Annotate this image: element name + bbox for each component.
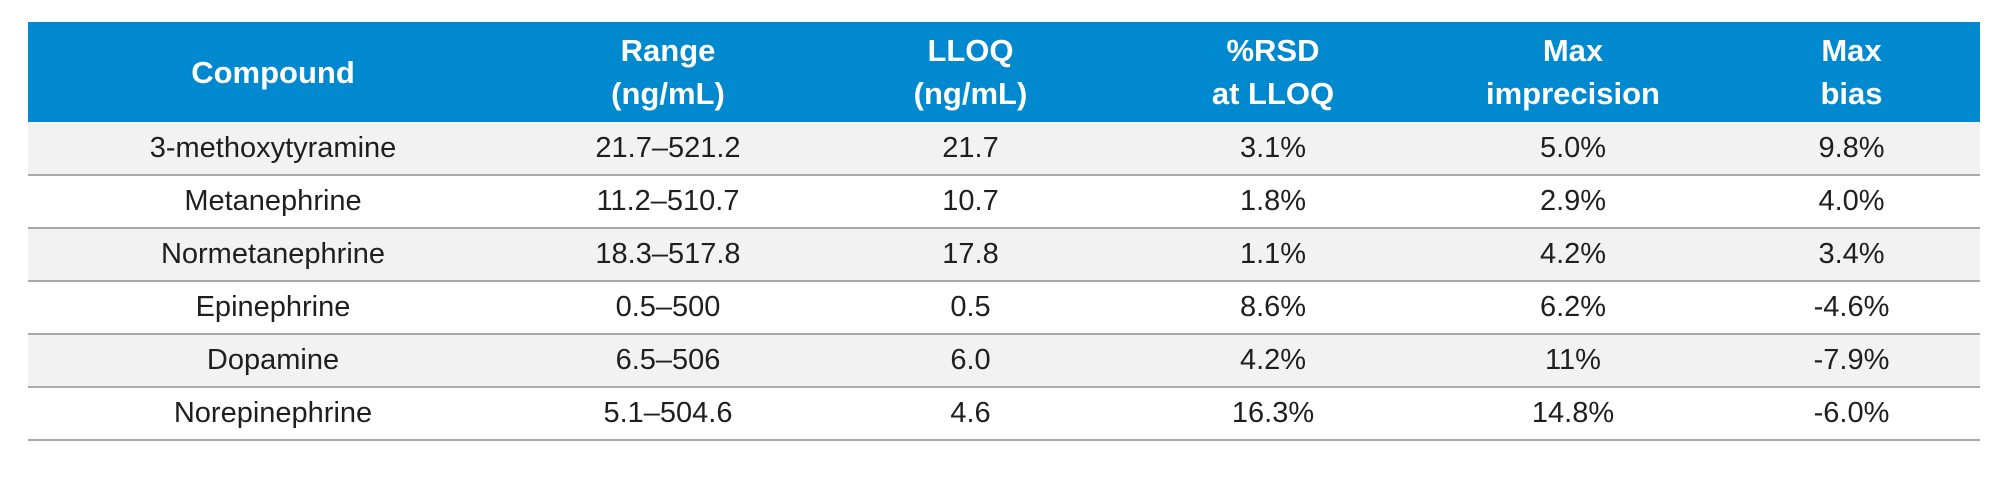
- cell-compound: Normetanephrine: [160, 238, 386, 270]
- cell-lloq: 21.7: [942, 131, 999, 164]
- header-lloq: LLOQ (ng/mL): [913, 33, 1028, 111]
- cell-rsd: 4.2%: [1239, 344, 1307, 376]
- cell-bias: -4.6%: [1813, 291, 1890, 323]
- cell-lloq: 17.8: [942, 238, 999, 270]
- cell-rsd: 3.1%: [1239, 131, 1307, 164]
- cell-range: 11.2–510.7: [596, 185, 740, 217]
- cell-imprecision: 14.8%: [1531, 397, 1615, 429]
- table-row: Epinephrine 0.5–500 0.5 8.6% 6.2% -4.6%: [28, 281, 1980, 334]
- cell-compound: Metanephrine: [184, 185, 362, 217]
- cell-compound: Dopamine: [206, 344, 340, 376]
- cell-bias: -7.9%: [1813, 344, 1890, 376]
- cell-lloq: 6.0: [950, 344, 991, 376]
- results-table: Compound Range (ng/mL) LLOQ (ng/mL) %RSD…: [28, 22, 1980, 441]
- cell-imprecision: 11%: [1545, 344, 1601, 376]
- cell-imprecision: 2.9%: [1539, 185, 1607, 217]
- cell-compound: 3-methoxytyramine: [149, 131, 397, 164]
- header-rsd-at-lloq: %RSD at LLOQ: [1211, 33, 1335, 111]
- cell-bias: 4.0%: [1818, 185, 1885, 217]
- cell-range: 5.1–504.6: [603, 397, 733, 429]
- cell-range: 6.5–506: [615, 344, 721, 376]
- table-header: Compound Range (ng/mL) LLOQ (ng/mL) %RSD…: [28, 22, 1980, 122]
- header-max-imprecision: Max imprecision: [1486, 33, 1660, 111]
- cell-compound: Norepinephrine: [173, 397, 373, 429]
- cell-bias: -6.0%: [1813, 397, 1890, 429]
- cell-compound: Epinephrine: [195, 291, 351, 323]
- cell-rsd: 16.3%: [1231, 397, 1315, 429]
- cell-lloq: 10.7: [942, 185, 999, 217]
- table-row: Normetanephrine 18.3–517.8 17.8 1.1% 4.2…: [28, 228, 1980, 281]
- table-row: 3-methoxytyramine 21.7–521.2 21.7 3.1% 5…: [28, 122, 1980, 175]
- cell-lloq: 0.5: [950, 291, 991, 323]
- cell-imprecision: 5.0%: [1539, 131, 1607, 164]
- table-body: 3-methoxytyramine 21.7–521.2 21.7 3.1% 5…: [28, 122, 1980, 440]
- cell-rsd: 1.8%: [1239, 185, 1307, 217]
- cell-range: 0.5–500: [615, 291, 721, 323]
- cell-bias: 3.4%: [1818, 238, 1885, 270]
- cell-bias: 9.8%: [1818, 131, 1885, 164]
- table-row: Dopamine 6.5–506 6.0 4.2% 11% -7.9%: [28, 334, 1980, 387]
- header-range: Range (ng/mL): [611, 33, 725, 111]
- table-row: Metanephrine 11.2–510.7 10.7 1.8% 2.9% 4…: [28, 175, 1980, 228]
- cell-rsd: 1.1%: [1239, 238, 1307, 270]
- cell-imprecision: 6.2%: [1539, 291, 1607, 323]
- table-row: Norepinephrine 5.1–504.6 4.6 16.3% 14.8%…: [28, 387, 1980, 440]
- header-row: Compound Range (ng/mL) LLOQ (ng/mL) %RSD…: [28, 22, 1980, 122]
- cell-lloq: 4.6: [950, 397, 991, 429]
- cell-range: 18.3–517.8: [595, 238, 741, 270]
- cell-rsd: 8.6%: [1239, 291, 1307, 323]
- cell-imprecision: 4.2%: [1539, 238, 1607, 270]
- header-compound: Compound: [191, 54, 355, 90]
- cell-range: 21.7–521.2: [595, 131, 741, 164]
- results-table-container: Compound Range (ng/mL) LLOQ (ng/mL) %RSD…: [28, 22, 1980, 441]
- header-max-bias: Max bias: [1820, 33, 1883, 111]
